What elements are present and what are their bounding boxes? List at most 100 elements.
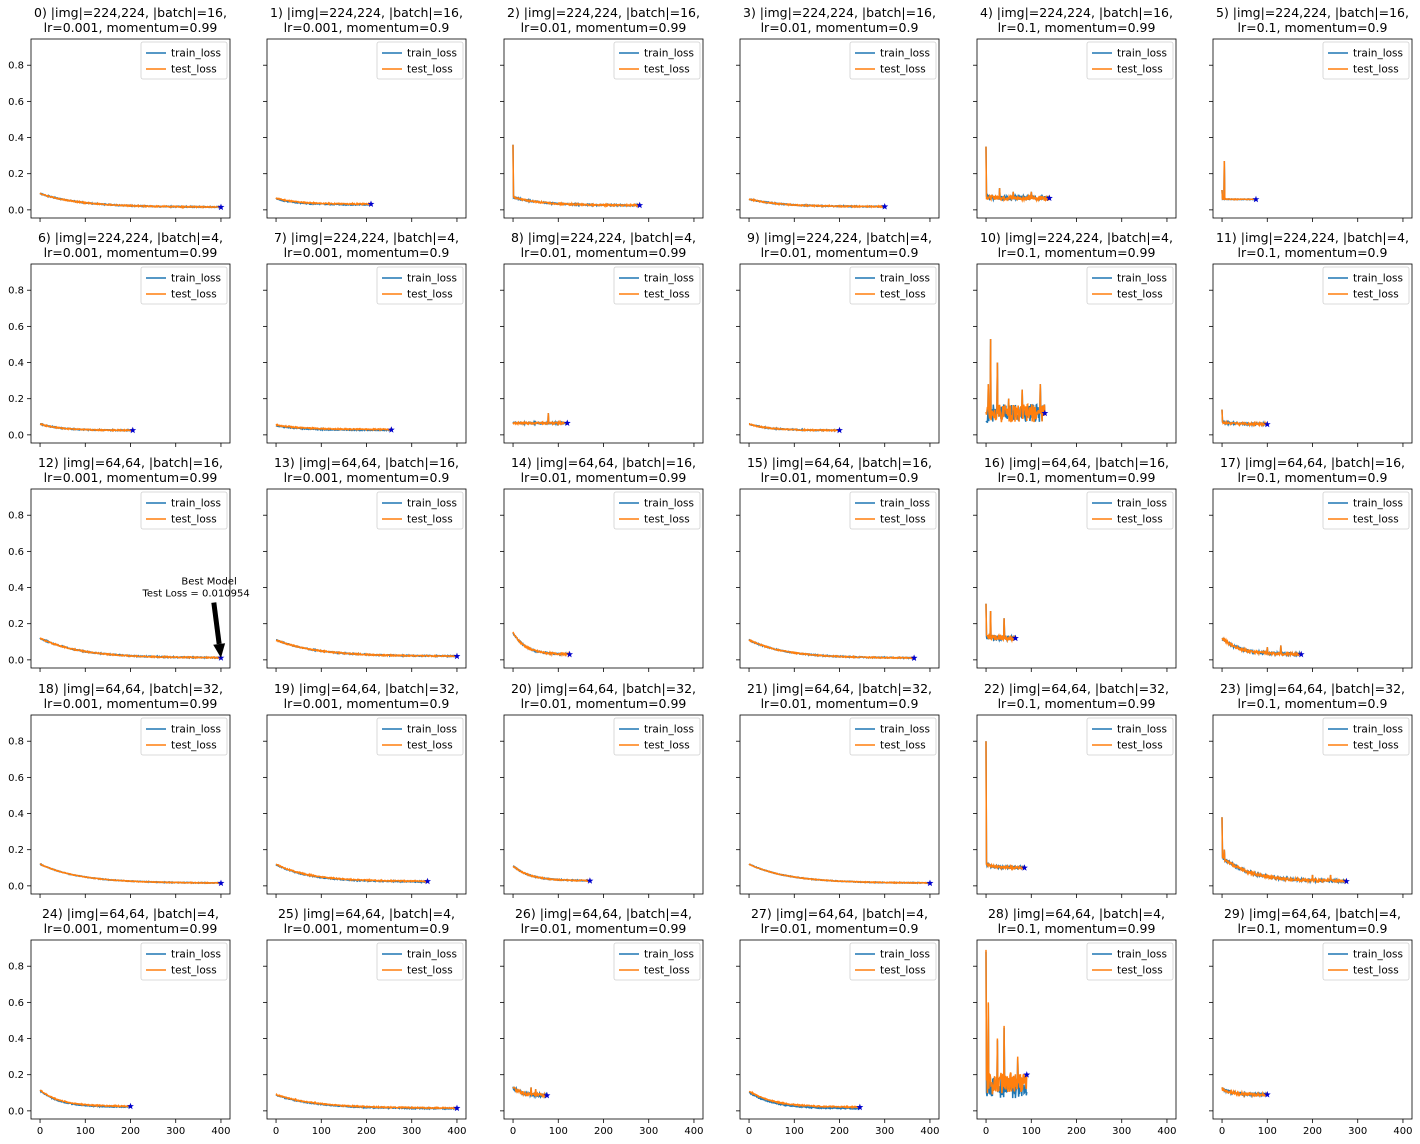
subplot-5: 5) |img|=224,224, |batch|=16,lr=0.1, mom…	[1209, 5, 1413, 222]
series-line-test_loss	[1221, 409, 1268, 428]
subplot-29: 29) |img|=64,64, |batch|=4,lr=0.1, momen…	[1209, 906, 1413, 1137]
subplot-title: lr=0.001, momentum=0.99	[44, 20, 218, 35]
subplot-17: 17) |img|=64,64, |batch|=16,lr=0.1, mome…	[1209, 455, 1413, 672]
legend: train_loss test_loss	[376, 942, 464, 981]
y-tick-label: 0.6	[8, 773, 24, 784]
legend-entry-test_loss: test_loss	[171, 965, 217, 977]
subplot-title: lr=0.1, momentum=0.99	[998, 921, 1156, 936]
legend-entry-test_loss: test_loss	[407, 965, 453, 977]
x-tick-label: 200	[594, 1126, 613, 1137]
series-line-train_loss	[985, 741, 1026, 871]
legend: train_loss test_loss	[613, 41, 701, 80]
subplot-0: 0) |img|=224,224, |batch|=16,lr=0.001, m…	[8, 5, 231, 222]
subplot-title: lr=0.1, momentum=0.9	[1238, 470, 1388, 485]
subplot-title: lr=0.01, momentum=0.9	[761, 696, 919, 711]
subplot-title: 19) |img|=64,64, |batch|=32,	[274, 681, 459, 696]
legend: train_loss test_loss	[613, 266, 701, 305]
x-tick-label: 400	[1157, 1126, 1176, 1137]
subplot-18: 18) |img|=64,64, |batch|=32,lr=0.001, mo…	[8, 681, 231, 898]
best-point-marker	[453, 1104, 461, 1112]
series-line-test_loss	[748, 197, 886, 209]
subplot-title: lr=0.1, momentum=0.9	[1238, 921, 1388, 936]
subplot-title: 14) |img|=64,64, |batch|=16,	[511, 455, 696, 470]
legend-entry-test_loss: test_loss	[1117, 965, 1163, 977]
x-tick-label: 0	[1219, 1126, 1225, 1137]
legend: train_loss test_loss	[613, 942, 701, 981]
legend: train_loss test_loss	[849, 717, 937, 756]
legend-entry-train_loss: train_loss	[1117, 498, 1167, 510]
x-tick-label: 0	[510, 1126, 516, 1137]
series-line-test_loss	[985, 949, 1028, 1095]
subplot-14: 14) |img|=64,64, |batch|=16,lr=0.01, mom…	[500, 455, 704, 672]
subplot-title: lr=0.01, momentum=0.99	[521, 470, 687, 485]
series-line-test_loss	[275, 423, 393, 432]
subplot-10: 10) |img|=224,224, |batch|=4,lr=0.1, mom…	[973, 230, 1177, 447]
y-tick-label: 0.2	[8, 1070, 24, 1081]
series-line-test_loss	[985, 741, 1026, 872]
series-line-test_loss	[985, 338, 1046, 423]
series-line-test_loss	[1221, 817, 1347, 885]
subplot-21: 21) |img|=64,64, |batch|=32,lr=0.01, mom…	[736, 681, 940, 898]
legend-entry-test_loss: test_loss	[880, 514, 926, 526]
subplot-title: lr=0.01, momentum=0.9	[761, 245, 919, 260]
legend: train_loss test_loss	[1086, 41, 1174, 80]
annotation-text: Test Loss = 0.010954	[141, 589, 249, 600]
best-point-marker	[217, 203, 225, 211]
subplot-2: 2) |img|=224,224, |batch|=16,lr=0.01, mo…	[500, 5, 704, 222]
series-line-test_loss	[512, 1086, 548, 1099]
series-line-test_loss	[748, 863, 931, 885]
best-point-marker	[129, 426, 137, 434]
best-point-marker	[881, 203, 889, 210]
best-point-marker	[1021, 864, 1028, 871]
subplot-title: lr=0.01, momentum=0.99	[521, 245, 687, 260]
x-tick-label: 400	[211, 1126, 230, 1137]
series-line-test_loss	[39, 637, 222, 660]
subplot-title: lr=0.001, momentum=0.99	[44, 921, 218, 936]
legend-entry-train_loss: train_loss	[644, 949, 694, 961]
subplot-title: 26) |img|=64,64, |batch|=4,	[515, 906, 692, 921]
series-line-test_loss	[39, 863, 222, 885]
best-point-marker	[388, 426, 395, 433]
series-line-train_loss	[748, 1091, 861, 1111]
subplot-title: 13) |img|=64,64, |batch|=16,	[274, 455, 459, 470]
y-tick-label: 0.4	[8, 358, 24, 369]
subplot-title: lr=0.001, momentum=0.99	[44, 696, 218, 711]
subplot-title: 12) |img|=64,64, |batch|=16,	[38, 455, 223, 470]
legend: train_loss test_loss	[849, 491, 937, 530]
subplot-11: 11) |img|=224,224, |batch|=4,lr=0.1, mom…	[1209, 230, 1413, 447]
legend: train_loss test_loss	[1322, 942, 1410, 981]
legend-entry-train_loss: train_loss	[1117, 724, 1167, 736]
x-tick-label: 300	[402, 1126, 421, 1137]
subplot-title: 0) |img|=224,224, |batch|=16,	[34, 5, 227, 20]
subplot-title: 27) |img|=64,64, |batch|=4,	[751, 906, 928, 921]
subplot-8: 8) |img|=224,224, |batch|=4,lr=0.01, mom…	[500, 230, 704, 447]
subplot-title: 16) |img|=64,64, |batch|=16,	[984, 455, 1169, 470]
subplot-title: 29) |img|=64,64, |batch|=4,	[1224, 906, 1401, 921]
best-point-marker	[1045, 194, 1053, 201]
subplot-title: lr=0.01, momentum=0.99	[521, 20, 687, 35]
annotation-arrow-head	[213, 643, 226, 658]
x-tick-label: 100	[785, 1126, 804, 1137]
series-line-test_loss	[39, 192, 222, 210]
x-tick-label: 200	[830, 1126, 849, 1137]
legend-entry-train_loss: train_loss	[1353, 498, 1403, 510]
y-tick-label: 0.0	[8, 881, 24, 892]
legend-entry-test_loss: test_loss	[171, 64, 217, 76]
subplot-6: 6) |img|=224,224, |batch|=4,lr=0.001, mo…	[8, 230, 231, 447]
best-point-marker	[836, 426, 843, 434]
best-point-marker	[543, 1091, 551, 1099]
y-tick-label: 0.2	[8, 394, 24, 405]
x-tick-label: 400	[684, 1126, 703, 1137]
best-point-marker	[1041, 409, 1049, 417]
series-line-test_loss	[512, 631, 571, 658]
subplot-16: 16) |img|=64,64, |batch|=16,lr=0.1, mome…	[973, 455, 1177, 672]
best-point-marker	[1012, 634, 1019, 642]
legend-entry-train_loss: train_loss	[644, 48, 694, 60]
best-point-marker	[1297, 650, 1305, 658]
legend-entry-test_loss: test_loss	[1353, 965, 1399, 977]
series-line-train_loss	[1221, 817, 1348, 885]
legend-entry-train_loss: train_loss	[1353, 949, 1403, 961]
subplot-7: 7) |img|=224,224, |batch|=4,lr=0.001, mo…	[263, 230, 467, 447]
best-point-marker	[586, 877, 594, 884]
legend-entry-test_loss: test_loss	[880, 289, 926, 301]
